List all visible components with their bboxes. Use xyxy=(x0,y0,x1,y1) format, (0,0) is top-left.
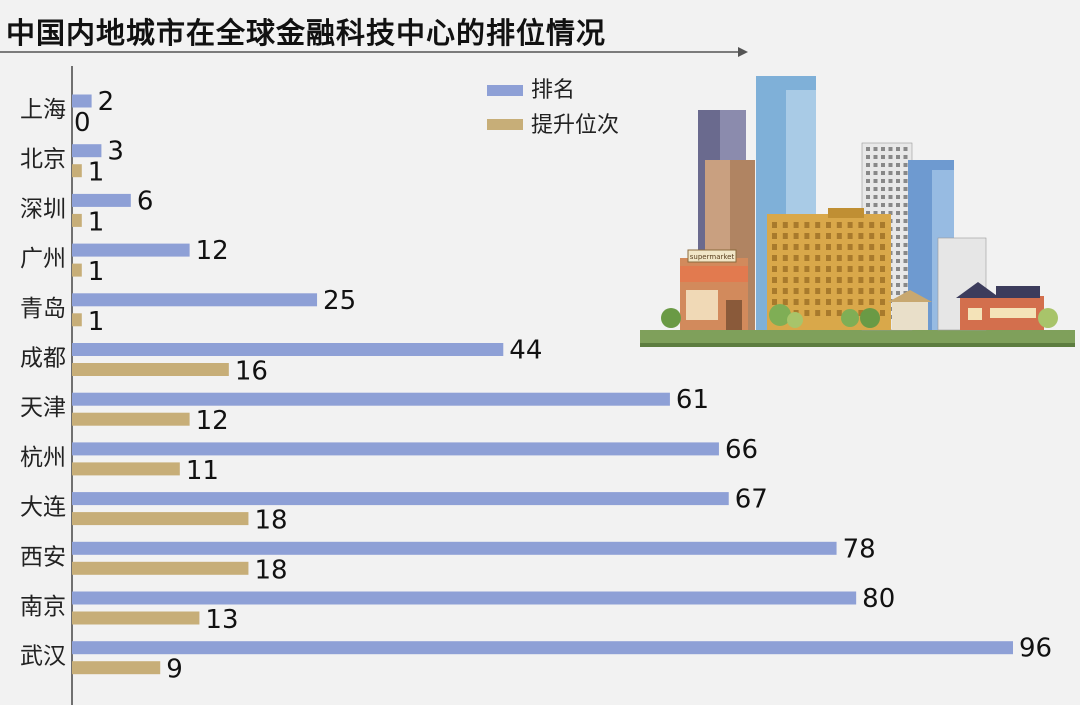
data-label-rise: 9 xyxy=(166,655,183,685)
data-label-rank: 80 xyxy=(862,584,895,614)
category-label: 大连 xyxy=(20,495,66,521)
legend-label-rank: 排名 xyxy=(531,78,575,103)
category-label: 青岛 xyxy=(20,296,66,322)
category-label: 西安 xyxy=(20,544,66,570)
bar-rise xyxy=(72,561,249,575)
bar-rise xyxy=(72,611,200,625)
bar-rank xyxy=(72,641,1013,655)
data-label-rise: 18 xyxy=(254,555,287,585)
data-label-rise: 11 xyxy=(186,456,219,486)
bar-rise xyxy=(72,363,229,376)
data-label-rise: 16 xyxy=(235,357,268,387)
data-label-rank: 12 xyxy=(196,236,229,266)
bar-rise xyxy=(72,512,249,526)
data-label-rank: 67 xyxy=(735,485,768,515)
data-label-rank: 25 xyxy=(323,286,356,316)
bar-rank xyxy=(72,492,729,506)
category-label: 北京 xyxy=(20,147,66,173)
data-label-rank: 66 xyxy=(725,435,758,465)
supermarket-sign: supermarket xyxy=(690,253,735,261)
data-label-rise: 1 xyxy=(88,307,105,337)
legend-swatch-rank xyxy=(487,85,523,96)
bar-rise xyxy=(72,213,82,227)
category-label: 成都 xyxy=(20,346,66,372)
data-label-rise: 1 xyxy=(88,257,105,287)
data-label-rise: 13 xyxy=(205,605,238,635)
bar-rank xyxy=(72,243,190,257)
data-label-rank: 61 xyxy=(676,385,709,415)
data-label-rise: 12 xyxy=(196,406,229,436)
bar-rank xyxy=(72,591,857,605)
data-label-rise: 18 xyxy=(254,506,287,536)
data-label-rise: 1 xyxy=(88,158,105,188)
bar-rank xyxy=(72,343,504,356)
bar-rank xyxy=(72,94,92,108)
data-label-rank: 96 xyxy=(1019,634,1052,664)
category-label: 天津 xyxy=(20,395,66,421)
legend-swatch-rise xyxy=(487,119,523,130)
data-label-rank: 2 xyxy=(98,87,115,117)
bar-rise xyxy=(72,462,180,476)
data-label-rank: 3 xyxy=(107,137,124,167)
category-label: 深圳 xyxy=(20,196,66,222)
bar-rise xyxy=(72,313,82,327)
legend-label-rise: 提升位次 xyxy=(531,113,619,138)
bar-rank xyxy=(72,144,102,158)
category-label: 南京 xyxy=(20,594,66,620)
bar-rank xyxy=(72,541,837,555)
bar-rank xyxy=(72,193,131,207)
bar-rank xyxy=(72,392,670,406)
data-label-rank: 78 xyxy=(843,534,876,564)
title-arrow-icon xyxy=(738,47,748,57)
chart-title: 中国内地城市在全球金融科技中心的排位情况 xyxy=(6,16,607,50)
data-label-rank: 6 xyxy=(137,186,154,216)
category-label: 武汉 xyxy=(20,644,66,670)
data-label-rise: 1 xyxy=(88,207,105,237)
category-label: 广州 xyxy=(20,246,66,272)
bar-rank xyxy=(72,293,318,307)
bar-rise xyxy=(72,661,161,675)
category-label: 上海 xyxy=(20,97,66,123)
data-label-rise: 0 xyxy=(74,108,91,138)
bar-rise xyxy=(72,164,82,178)
bar-rank xyxy=(72,442,719,456)
category-label: 杭州 xyxy=(20,445,66,471)
bar-rise xyxy=(72,263,82,277)
data-label-rank: 44 xyxy=(509,336,542,366)
bar-rise xyxy=(72,412,190,426)
legend: 排名 提升位次 xyxy=(487,78,619,138)
